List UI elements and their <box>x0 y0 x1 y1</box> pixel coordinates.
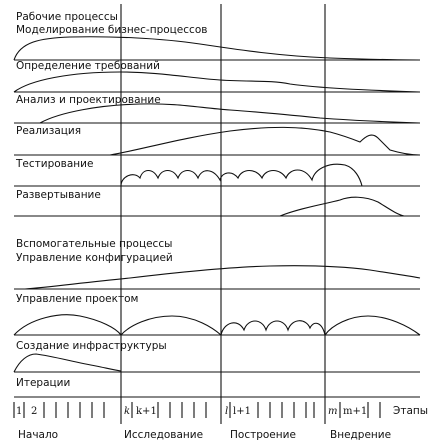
support-heading: Вспомогательные процессы <box>16 238 172 250</box>
row-label-deployment: Развертывание <box>16 189 101 201</box>
row-label-testing: Тестирование <box>15 158 93 170</box>
iteration-label-m-plus-1: m+1 <box>343 406 367 417</box>
iteration-label-m: m <box>328 406 337 417</box>
phase-construction: Построение <box>230 429 296 441</box>
iteration-label-k-plus-1: k+1 <box>136 406 157 417</box>
iteration-label-l: l <box>225 406 228 417</box>
row-label-iterations: Итерации <box>16 377 70 389</box>
curve-business-modeling <box>13 36 421 61</box>
phase-elaboration: Исследование <box>124 429 203 441</box>
curve-testing <box>120 163 363 187</box>
curve-project-management <box>13 314 421 337</box>
row-label-requirements: Определение требований <box>16 60 160 72</box>
row-label-business-modeling: Моделирование бизнес-процессов <box>16 24 207 36</box>
curve-config-management <box>24 265 421 290</box>
phase-transition: Внедрение <box>330 429 391 441</box>
row-label-environment: Создание инфраструктуры <box>16 340 167 352</box>
row-label-project-management: Управление проектом <box>16 293 138 305</box>
iteration-label-k: k <box>124 406 130 417</box>
row-label-implementation: Реализация <box>16 125 81 137</box>
phase-boundaries <box>120 4 326 424</box>
row-baselines <box>14 59 420 398</box>
iteration-label-1: 1 <box>16 406 22 417</box>
phase-inception: Начало <box>18 429 58 441</box>
row-label-analysis-design: Анализ и проектирование <box>16 94 161 106</box>
curve-implementation <box>109 126 421 156</box>
iteration-label-l-plus-1: l+1 <box>233 406 251 417</box>
iteration-label-2: 2 <box>31 406 37 417</box>
curve-environment <box>13 353 122 373</box>
curve-deployment <box>279 196 405 217</box>
axis-label-stages: Этапы <box>393 405 428 417</box>
workflows-heading: Рабочие процессы <box>16 11 118 23</box>
iteration-ticks <box>13 402 381 418</box>
curve-requirements <box>13 71 421 93</box>
curve-analysis-design <box>39 103 421 124</box>
row-label-config-management: Управление конфигурацией <box>16 252 173 264</box>
